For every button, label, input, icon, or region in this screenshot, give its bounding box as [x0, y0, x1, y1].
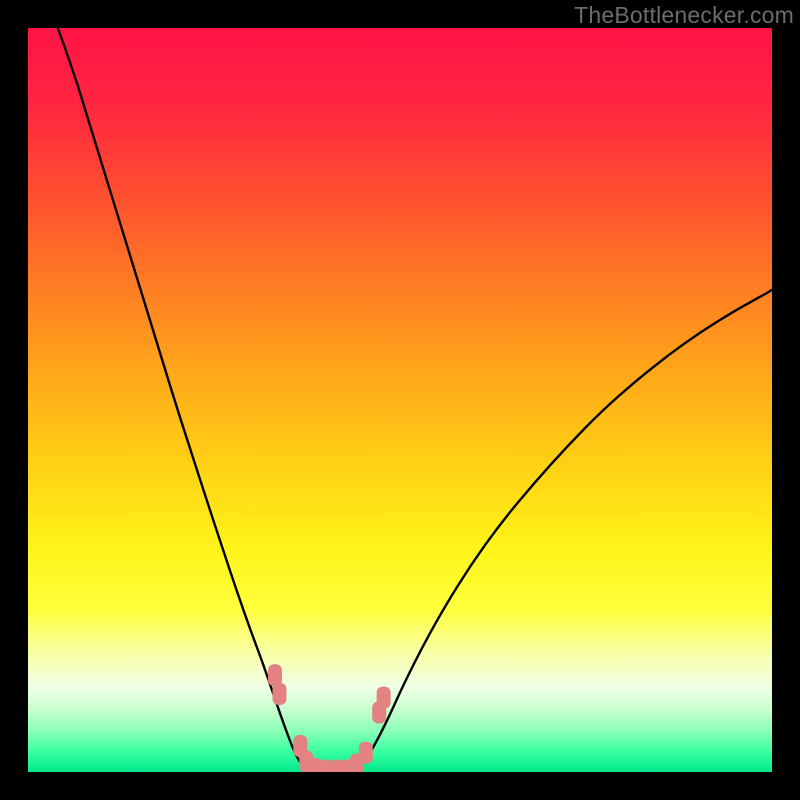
gradient-background [28, 28, 772, 772]
chart-stage: TheBottlenecker.com [0, 0, 800, 800]
marker-1 [272, 683, 286, 705]
plot-svg [28, 28, 772, 772]
marker-11 [377, 687, 391, 709]
watermark-text: TheBottlenecker.com [574, 2, 794, 29]
marker-9 [359, 742, 373, 764]
plot-area [28, 28, 772, 772]
